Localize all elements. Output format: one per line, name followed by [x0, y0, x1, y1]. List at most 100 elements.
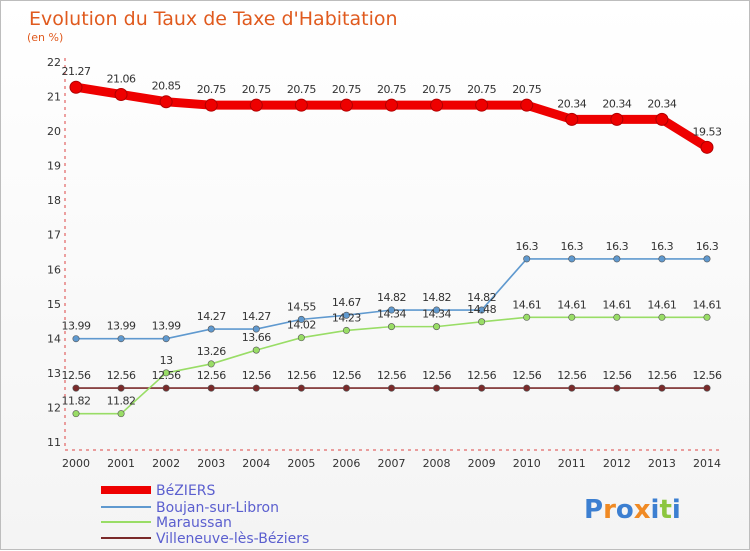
- data-label: 20.75: [377, 83, 406, 96]
- data-label: 20.75: [242, 83, 271, 96]
- data-point: [162, 369, 170, 377]
- data-point: [162, 384, 170, 392]
- data-point: [655, 112, 669, 126]
- data-label: 14.82: [467, 291, 496, 304]
- data-point: [658, 255, 666, 263]
- data-label: 14.82: [422, 291, 451, 304]
- data-point: [613, 255, 621, 263]
- x-tick-label: 2002: [152, 457, 180, 470]
- data-label: 12.56: [332, 369, 361, 382]
- data-label: 20.75: [422, 83, 451, 96]
- data-label: 12.56: [602, 369, 631, 382]
- data-point: [387, 323, 395, 331]
- data-label: 20.75: [287, 83, 316, 96]
- y-tick-label: 13: [47, 367, 61, 380]
- legend-label: Villeneuve-lès-Béziers: [156, 531, 309, 547]
- data-label: 14.02: [287, 319, 316, 332]
- data-label: 14.55: [287, 300, 316, 313]
- data-label: 21.06: [107, 72, 136, 85]
- data-label: 12.56: [557, 369, 586, 382]
- data-point: [430, 98, 444, 112]
- data-point: [478, 306, 486, 314]
- series-layer: [69, 80, 714, 418]
- data-label: 14.48: [467, 303, 496, 316]
- x-tick-label: 2013: [648, 457, 676, 470]
- data-point: [658, 384, 666, 392]
- data-point: [385, 98, 398, 112]
- data-label: 14.82: [377, 291, 406, 304]
- x-tick-label: 2009: [468, 457, 496, 470]
- data-label: 11.82: [107, 395, 136, 408]
- data-label: 14.61: [693, 298, 722, 311]
- data-point: [703, 384, 711, 392]
- data-point: [204, 98, 218, 112]
- data-label: 20.34: [557, 97, 586, 110]
- data-label: 14.61: [647, 298, 676, 311]
- data-label: 14.61: [557, 298, 586, 311]
- data-label: 14.27: [197, 310, 226, 323]
- x-tick-label: 2003: [197, 457, 225, 470]
- data-label: 12.56: [62, 369, 91, 382]
- data-point: [433, 323, 441, 331]
- data-point: [297, 334, 305, 342]
- data-label: 13.66: [242, 331, 271, 344]
- data-point: [703, 313, 711, 321]
- data-label: 12.56: [242, 369, 271, 382]
- x-tick-label: 2010: [513, 457, 541, 470]
- legend-label: Boujan-sur-Libron: [156, 500, 279, 516]
- data-point: [207, 360, 215, 368]
- data-point: [72, 410, 80, 418]
- data-point: [297, 315, 305, 323]
- data-label: 13.99: [62, 320, 91, 333]
- data-label: 12.56: [287, 369, 316, 382]
- data-label: 21.27: [62, 65, 91, 78]
- proxiti-logo: Proxiti: [584, 495, 681, 525]
- legend-swatch: [101, 486, 151, 494]
- data-label: 12.56: [377, 369, 406, 382]
- y-tick-label: 12: [47, 401, 61, 414]
- data-label: 14.61: [512, 298, 541, 311]
- y-tick-label: 20: [47, 125, 61, 138]
- data-label: 16.3: [515, 240, 538, 253]
- data-point: [207, 384, 215, 392]
- data-point: [72, 384, 80, 392]
- data-label: 13: [160, 354, 173, 367]
- legend-label: Maraussan: [156, 515, 232, 531]
- data-point: [523, 384, 531, 392]
- chart-subtitle: (en %): [27, 31, 63, 44]
- data-label: 19.53: [693, 125, 722, 138]
- data-point: [342, 326, 350, 334]
- data-point: [252, 346, 260, 354]
- x-tick-label: 2005: [287, 457, 315, 470]
- data-label: 16.3: [651, 240, 674, 253]
- y-tick-label: 19: [47, 160, 61, 173]
- legend: BéZIERSBoujan-sur-LibronMaraussanVillene…: [101, 483, 309, 547]
- data-point: [478, 384, 486, 392]
- data-point: [252, 384, 260, 392]
- data-point: [523, 255, 531, 263]
- data-point: [252, 325, 260, 333]
- data-label: 12.56: [512, 369, 541, 382]
- data-label: 11.82: [62, 395, 91, 408]
- data-point: [294, 98, 308, 112]
- x-tick-label: 2001: [107, 457, 135, 470]
- data-label: 20.34: [647, 97, 676, 110]
- data-point: [613, 313, 621, 321]
- data-label: 20.75: [332, 83, 361, 96]
- chart-title: Evolution du Taux de Taxe d'Habitation: [29, 8, 398, 30]
- data-point: [568, 255, 576, 263]
- data-label: 16.3: [561, 240, 584, 253]
- data-point: [387, 384, 395, 392]
- data-point: [610, 112, 624, 126]
- data-label: 14.61: [602, 298, 631, 311]
- data-point: [433, 306, 441, 314]
- data-point: [433, 384, 441, 392]
- data-point: [249, 98, 263, 112]
- data-point: [69, 80, 83, 94]
- data-point: [703, 255, 711, 263]
- data-label: 20.75: [467, 83, 496, 96]
- data-label: 16.3: [696, 240, 719, 253]
- data-label: 13.99: [107, 320, 136, 333]
